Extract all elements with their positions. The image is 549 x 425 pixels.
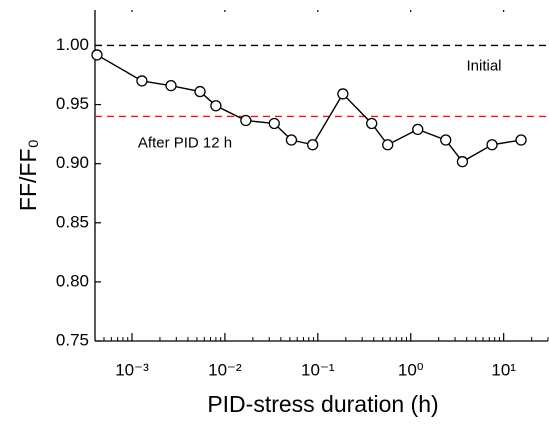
x-tick-label: 10⁻¹ <box>301 360 335 379</box>
data-point <box>412 123 424 136</box>
x-tick-label: 10¹ <box>491 360 516 379</box>
data-point <box>194 85 206 98</box>
y-tick-label: 1.00 <box>56 35 89 54</box>
x-tick-label: 10⁰ <box>398 360 424 379</box>
data-point <box>268 117 280 130</box>
data-point <box>515 134 527 146</box>
data-point <box>366 117 378 130</box>
annotation: After PID 12 h <box>138 134 232 151</box>
data-point <box>337 88 349 100</box>
data-point <box>486 139 498 151</box>
data-point <box>307 139 319 151</box>
y-tick-label: 0.85 <box>56 212 89 231</box>
data-point <box>136 75 148 87</box>
y-tick-label: 0.95 <box>56 94 89 113</box>
y-tick-label: 0.75 <box>56 330 89 349</box>
data-point <box>240 114 252 127</box>
y-tick-label: 0.90 <box>56 153 89 172</box>
x-tick-label: 10⁻² <box>208 360 242 379</box>
data-point <box>210 100 222 112</box>
x-tick-label: 10⁻³ <box>115 360 149 379</box>
data-point <box>456 156 469 168</box>
data-point <box>440 134 452 146</box>
data-point <box>382 139 394 151</box>
y-axis-label: FF/FF₀ <box>15 139 41 211</box>
x-axis-label: PID-stress duration (h) <box>207 391 438 417</box>
data-point <box>91 49 103 61</box>
y-tick-label: 0.80 <box>56 271 89 290</box>
annotation: Initial <box>466 57 501 74</box>
data-point <box>165 80 177 92</box>
data-point <box>285 134 298 146</box>
